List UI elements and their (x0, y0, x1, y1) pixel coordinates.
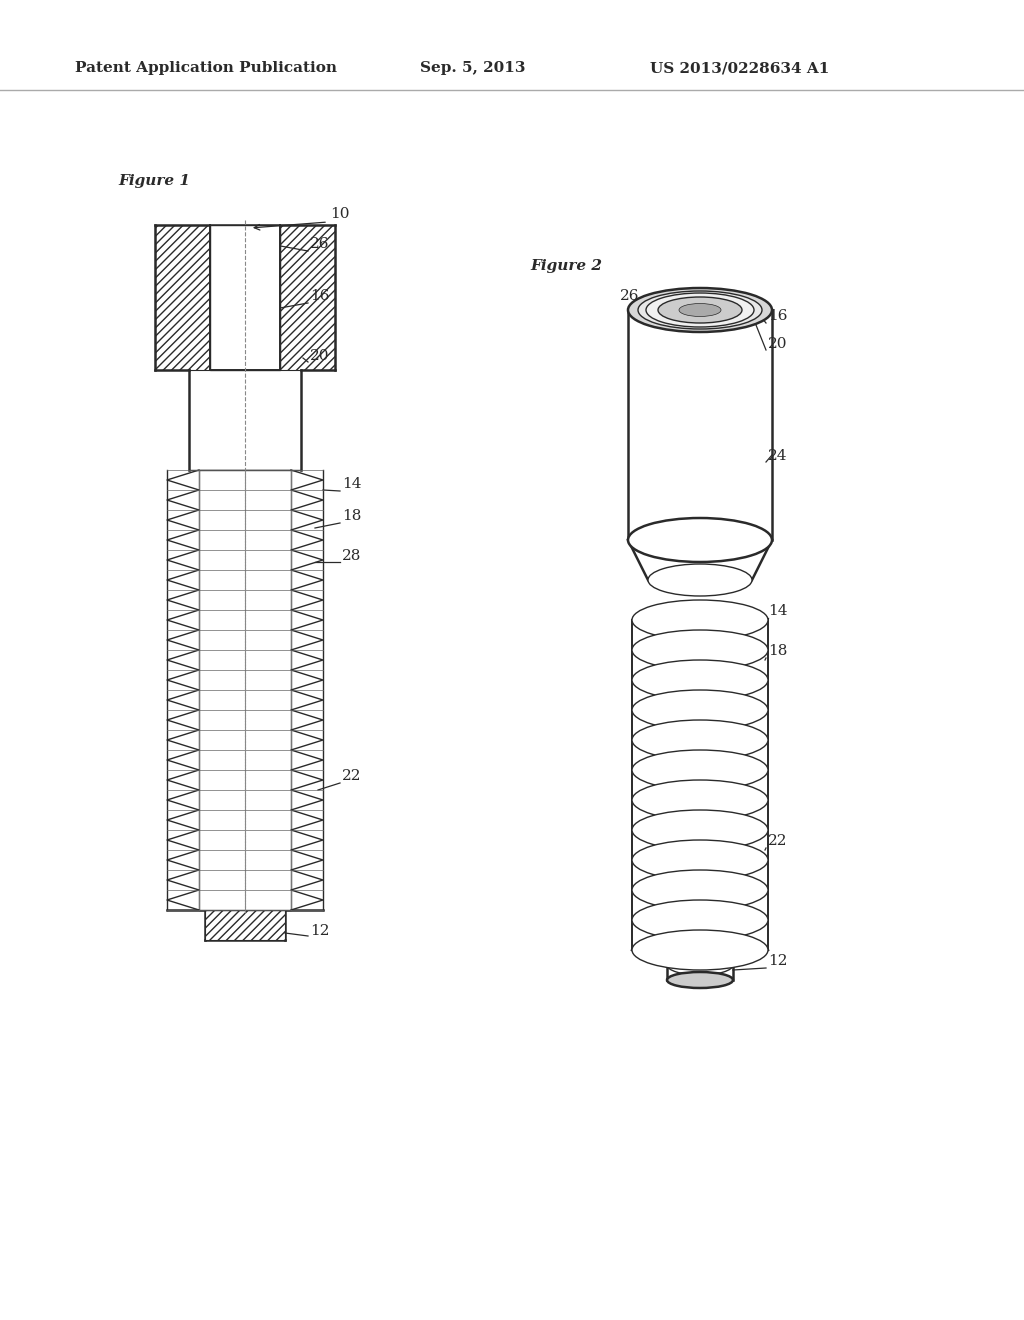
Ellipse shape (667, 972, 733, 987)
Text: 20: 20 (768, 337, 787, 351)
Polygon shape (210, 224, 280, 370)
Ellipse shape (632, 900, 768, 940)
Text: 10: 10 (330, 207, 349, 220)
Text: Sep. 5, 2013: Sep. 5, 2013 (420, 61, 525, 75)
Ellipse shape (638, 290, 762, 329)
Ellipse shape (632, 601, 768, 640)
Text: 24: 24 (768, 449, 787, 463)
Text: 12: 12 (310, 924, 330, 939)
Ellipse shape (632, 931, 768, 970)
Ellipse shape (632, 630, 768, 671)
Ellipse shape (632, 870, 768, 909)
Ellipse shape (632, 750, 768, 789)
Ellipse shape (632, 840, 768, 880)
Text: 14: 14 (768, 605, 787, 618)
Text: 20: 20 (310, 348, 330, 363)
Text: 26: 26 (620, 289, 640, 304)
Text: 18: 18 (768, 644, 787, 657)
Ellipse shape (632, 690, 768, 730)
Text: 22: 22 (342, 770, 361, 783)
Ellipse shape (646, 293, 754, 327)
Text: Figure 2: Figure 2 (530, 259, 602, 273)
Text: 12: 12 (768, 954, 787, 968)
Text: 14: 14 (342, 477, 361, 491)
Text: Figure 1: Figure 1 (118, 174, 190, 187)
Text: 16: 16 (310, 289, 330, 304)
Ellipse shape (628, 288, 772, 333)
Polygon shape (199, 470, 291, 909)
Ellipse shape (632, 810, 768, 850)
Polygon shape (280, 224, 335, 370)
Ellipse shape (632, 660, 768, 700)
Ellipse shape (667, 954, 733, 975)
Polygon shape (155, 224, 210, 370)
Ellipse shape (628, 517, 772, 562)
Text: US 2013/0228634 A1: US 2013/0228634 A1 (650, 61, 829, 75)
Ellipse shape (679, 304, 721, 317)
Ellipse shape (632, 719, 768, 760)
Text: Patent Application Publication: Patent Application Publication (75, 61, 337, 75)
Text: 26: 26 (310, 238, 330, 251)
Ellipse shape (632, 780, 768, 820)
Polygon shape (205, 909, 285, 940)
Text: 16: 16 (768, 309, 787, 323)
Ellipse shape (648, 564, 752, 597)
Ellipse shape (658, 297, 742, 323)
Text: 22: 22 (768, 834, 787, 847)
Text: 18: 18 (342, 510, 361, 523)
Text: 28: 28 (342, 549, 361, 564)
